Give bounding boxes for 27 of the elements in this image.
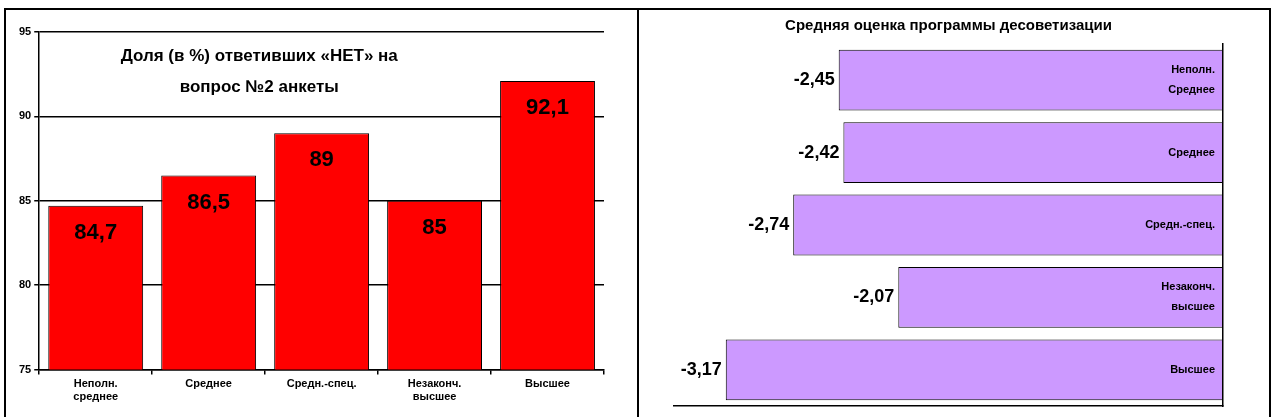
y-tick-label: Неполн. Среднее: [1168, 63, 1215, 96]
x-tick-label: Незаконч. высшее: [407, 377, 462, 403]
data-label: -2,45: [793, 69, 835, 90]
y-tick-label: Среднее: [1168, 145, 1215, 158]
y-tick-label: 90: [18, 109, 32, 122]
data-label: -2,42: [798, 141, 840, 162]
y-tick-label: 85: [18, 193, 32, 206]
data-label: -2,07: [853, 286, 895, 307]
chart-title: Средняя оценка программы десоветизации: [784, 15, 1113, 35]
data-label: 86,5: [187, 188, 231, 214]
data-label: -2,74: [748, 213, 790, 234]
x-tick-label: Среднее: [185, 377, 232, 390]
y-tick-label: 95: [18, 25, 32, 38]
y-tick-label: Незаконч. высшее: [1161, 280, 1215, 313]
data-label: -3,17: [680, 358, 722, 379]
x-tick-label: Средн.-спец.: [286, 377, 357, 390]
data-label: 89: [309, 146, 334, 172]
data-label: 92,1: [526, 94, 569, 120]
y-tick-label: 75: [18, 362, 32, 375]
y-tick-label: Средн.-спец.: [1145, 218, 1215, 231]
x-tick-label: Высшее: [525, 377, 570, 390]
y-tick-label: 80: [18, 278, 32, 291]
y-tick-label: Высшее: [1170, 362, 1215, 375]
x-tick-label: Неполн. среднее: [73, 377, 119, 403]
text: Доля (в %) ответивших «НЕТ» на вопрос №2 анкеты: [119, 45, 399, 98]
data-label: 85: [422, 213, 447, 239]
data-label: 84,7: [74, 218, 118, 244]
